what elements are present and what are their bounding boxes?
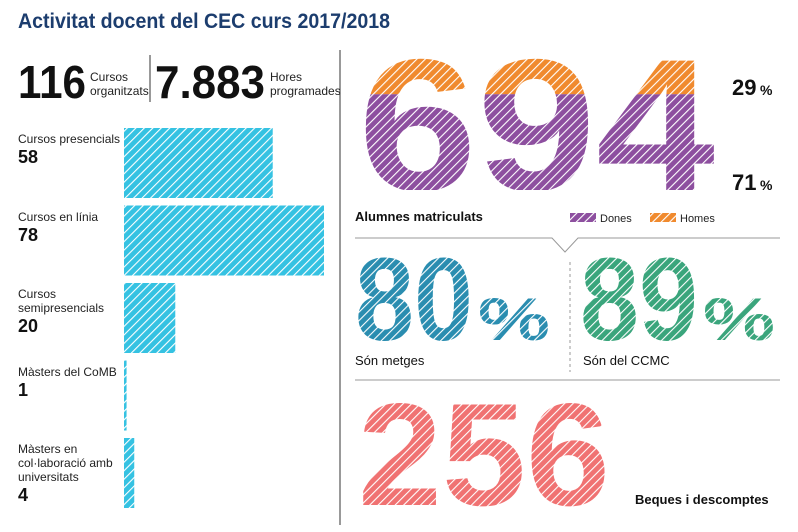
grants-label: Beques i descomptes <box>635 492 769 507</box>
share-unit: % <box>703 286 775 353</box>
legend-label: Homes <box>680 213 715 225</box>
share-value: 89 <box>580 234 698 366</box>
stat-number: 116 <box>18 56 86 108</box>
title: Activitat docent del CEC curs 2017/2018 <box>18 10 390 33</box>
value-label: 78 <box>18 224 39 245</box>
percent-value: 29 <box>732 75 756 100</box>
value-label: 4 <box>18 485 29 505</box>
grants-value: 256 <box>358 373 610 532</box>
percent-value: 71 <box>732 170 756 195</box>
share-value: 80 <box>355 234 473 366</box>
category-label: Cursos en línia <box>18 209 99 224</box>
separator <box>355 237 780 253</box>
bar-label-group: Màsters en col·laboració amb universitat… <box>18 442 122 506</box>
category-label: Cursos semipresencials <box>18 287 105 315</box>
share-unit: % <box>478 286 550 353</box>
bar <box>124 128 273 198</box>
bar-label-group: Cursos presencials 58 <box>18 132 122 168</box>
students-total <box>358 55 715 190</box>
legend-label: Dones <box>600 213 632 225</box>
category-label: Cursos presencials <box>18 132 121 146</box>
students-label: Alumnes matriculats <box>355 209 483 224</box>
legend-swatch <box>570 213 596 222</box>
category-label: Màsters del CoMB <box>18 364 117 379</box>
percent-unit: % <box>760 82 773 98</box>
value-label: 1 <box>18 379 29 400</box>
bar <box>124 360 127 431</box>
bar <box>124 205 324 276</box>
category-label: Màsters en col·laboració amb universitat… <box>18 442 113 484</box>
value-label: 20 <box>18 316 39 336</box>
share-label: Són del CCMC <box>583 353 670 368</box>
bar <box>124 283 176 353</box>
bar <box>124 438 135 508</box>
percent-unit: % <box>760 177 773 193</box>
value-label: 58 <box>18 147 39 167</box>
bar-label-group: Cursos en línia 78 <box>18 210 122 246</box>
stat-number: 7.883 <box>155 56 265 108</box>
bar-label-group: Cursos semipresencials 20 <box>18 287 122 337</box>
legend-swatch <box>650 213 676 222</box>
stat-label: Cursos organitzats <box>90 70 149 98</box>
share-label: Són metges <box>355 353 425 368</box>
stat-label: Hores programades <box>270 70 341 98</box>
bar-label-group: Màsters del CoMB 1 <box>18 365 122 401</box>
